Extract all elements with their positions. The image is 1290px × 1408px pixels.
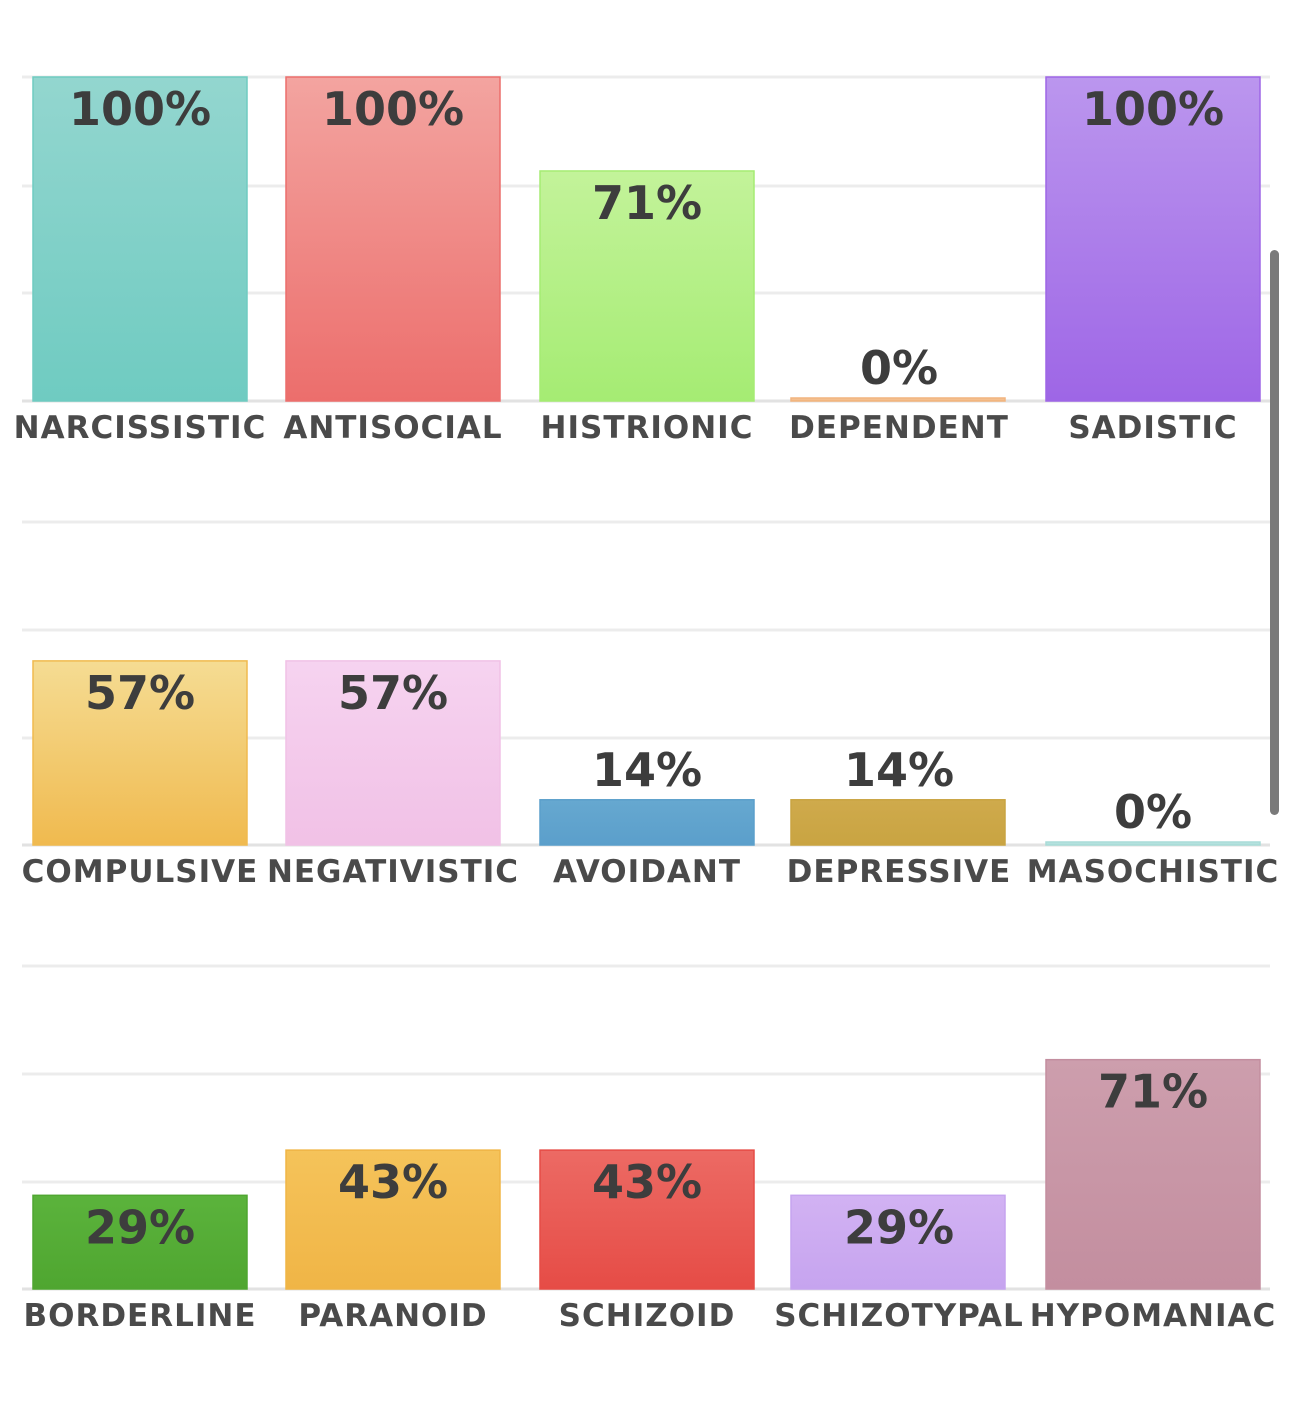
category-label-avoidant: AVOIDANT bbox=[553, 854, 741, 890]
bar-antisocial bbox=[285, 76, 501, 402]
value-label-dependent: 0% bbox=[860, 341, 938, 395]
value-label-hypomaniac: 71% bbox=[1098, 1065, 1208, 1119]
bar-depressive bbox=[790, 799, 1006, 846]
value-label-avoidant: 14% bbox=[592, 743, 702, 797]
category-label-antisocial: ANTISOCIAL bbox=[283, 410, 502, 446]
value-label-borderline: 29% bbox=[85, 1200, 195, 1254]
value-label-negativistic: 57% bbox=[338, 666, 448, 720]
category-label-dependent: DEPENDENT bbox=[789, 410, 1009, 446]
value-label-narcissistic: 100% bbox=[69, 82, 211, 136]
bar-sadistic bbox=[1045, 76, 1261, 402]
bar-schizotypal bbox=[790, 1194, 1006, 1290]
bar-narcissistic bbox=[32, 76, 248, 402]
value-label-histrionic: 71% bbox=[592, 176, 702, 230]
category-label-narcissistic: NARCISSISTIC bbox=[14, 410, 267, 446]
category-label-masochistic: MASOCHISTIC bbox=[1027, 854, 1280, 890]
value-label-paranoid: 43% bbox=[338, 1155, 448, 1209]
bar-negativistic bbox=[285, 660, 501, 846]
bar-histrionic bbox=[539, 170, 755, 402]
vertical-scrollbar[interactable] bbox=[1270, 250, 1279, 815]
bar-compulsive bbox=[32, 660, 248, 846]
bar-dependent bbox=[790, 397, 1006, 402]
category-label-sadistic: SADISTIC bbox=[1068, 410, 1237, 446]
bar-hypomaniac bbox=[1045, 1058, 1261, 1290]
bar-borderline bbox=[32, 1194, 248, 1290]
chart-panel-2: 57% COMPULSIVE 57% NEGATIVISTIC 14% AVOIDANT 1… bbox=[22, 520, 1280, 890]
chart-panel-3: 29% BORDERLINE 43% PARANOID 43% SCHIZOID 29% SC… bbox=[22, 964, 1277, 1334]
value-label-schizoid: 43% bbox=[592, 1155, 702, 1209]
category-label-schizotypal: SCHIZOTYPAL bbox=[774, 1298, 1024, 1334]
value-label-masochistic: 0% bbox=[1114, 785, 1192, 839]
category-label-negativistic: NEGATIVISTIC bbox=[267, 854, 519, 890]
bar-masochistic bbox=[1045, 841, 1261, 846]
bar-paranoid bbox=[285, 1149, 501, 1290]
value-label-depressive: 14% bbox=[844, 743, 954, 797]
category-label-depressive: DEPRESSIVE bbox=[787, 854, 1012, 890]
bar-avoidant bbox=[539, 799, 755, 846]
category-label-paranoid: PARANOID bbox=[298, 1298, 487, 1334]
category-label-hypomaniac: HYPOMANIAC bbox=[1030, 1298, 1277, 1334]
category-label-compulsive: COMPULSIVE bbox=[22, 854, 259, 890]
bar-schizoid bbox=[539, 1149, 755, 1290]
value-label-schizotypal: 29% bbox=[844, 1200, 954, 1254]
category-label-borderline: BORDERLINE bbox=[23, 1298, 256, 1334]
chart-panel-1: 100% NARCISSISTIC 100% ANTISOCIAL 71% HISTRIO… bbox=[14, 75, 1270, 446]
value-label-antisocial: 100% bbox=[322, 82, 464, 136]
category-label-schizoid: SCHIZOID bbox=[559, 1298, 736, 1334]
category-label-histrionic: HISTRIONIC bbox=[541, 410, 754, 446]
value-label-sadistic: 100% bbox=[1082, 82, 1224, 136]
value-label-compulsive: 57% bbox=[85, 666, 195, 720]
